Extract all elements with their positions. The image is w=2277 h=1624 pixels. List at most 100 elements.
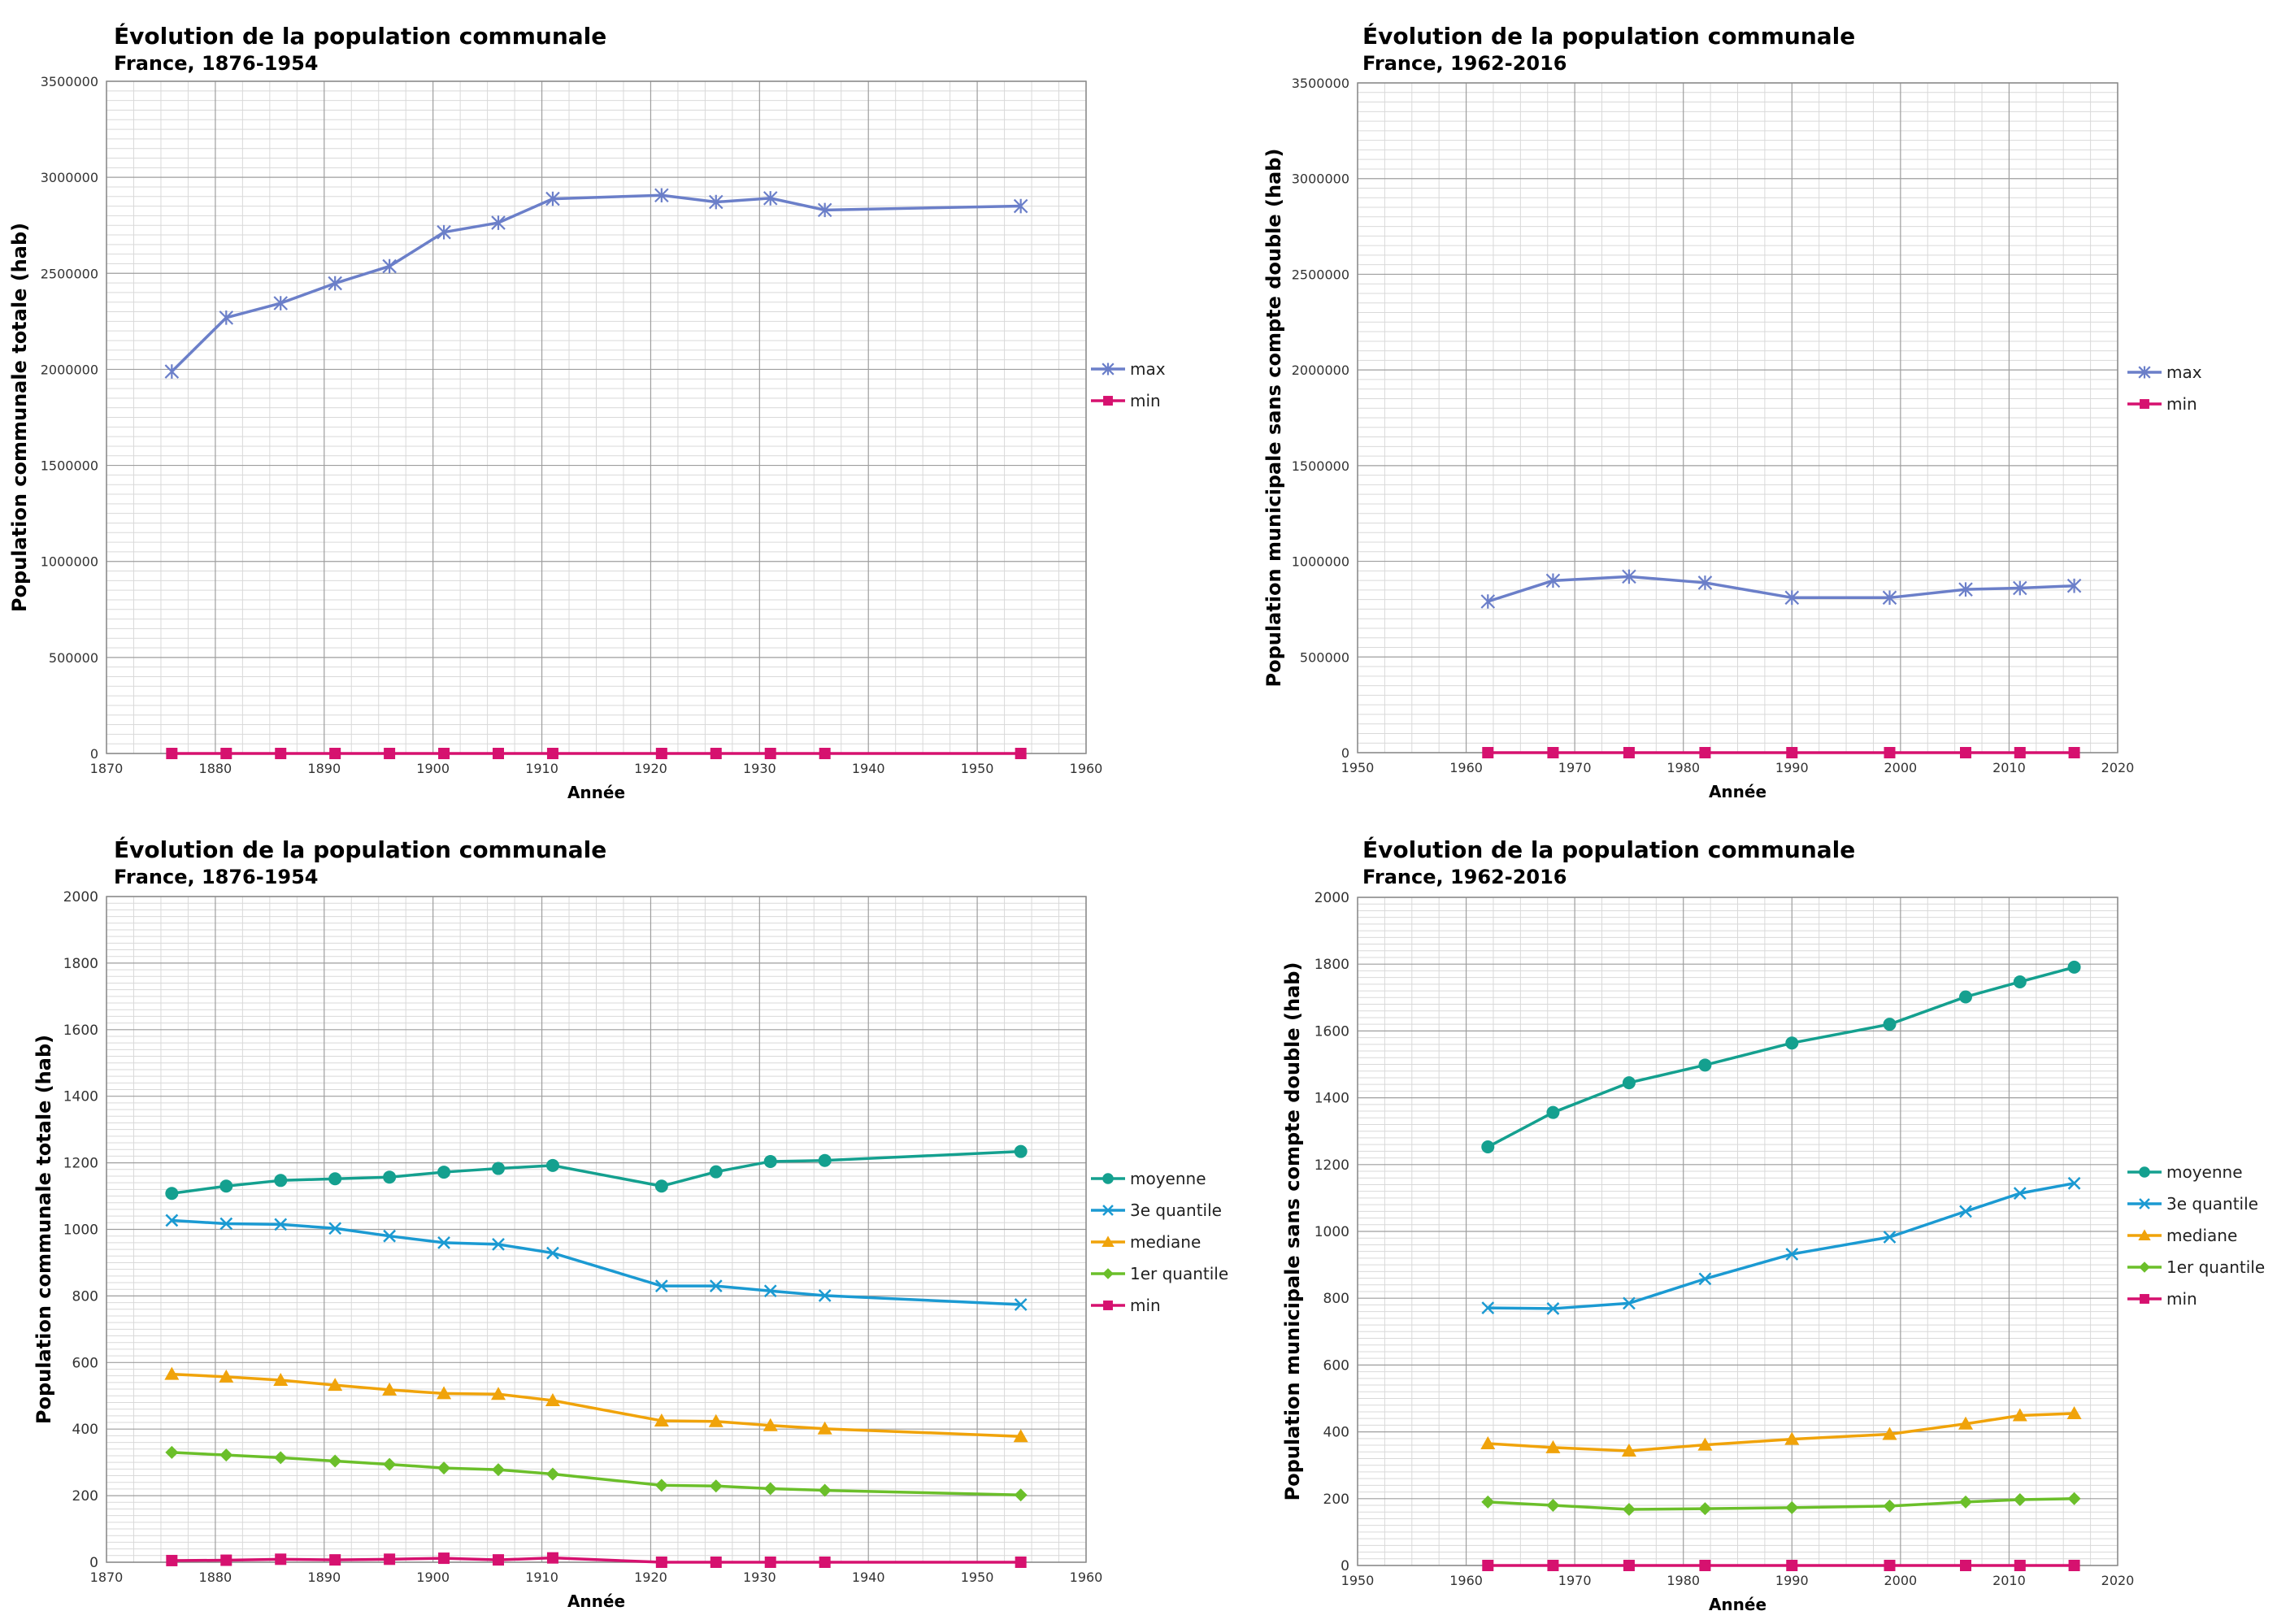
data-point: [165, 1214, 179, 1227]
legend-item: min: [1089, 384, 1166, 416]
x-tick-label: 2000: [1884, 1573, 1917, 1588]
x-tick-label: 1960: [1449, 760, 1483, 775]
y-tick-label: 1600: [63, 1023, 98, 1039]
legend-label: 3e quantile: [1130, 1200, 1222, 1220]
chart-4-grid: [1357, 897, 2118, 1566]
chart-2-grid: [1357, 82, 2118, 753]
data-point: [1698, 1502, 1712, 1516]
data-point: [1545, 573, 1561, 588]
chart-4-y-axis-title: Population municipale sans compte double…: [1281, 962, 1304, 1501]
data-point: [1545, 1439, 1561, 1453]
x-tick-label: 1900: [416, 761, 450, 776]
y-tick-label: 0: [1341, 1558, 1349, 1574]
data-point: [1699, 1560, 1711, 1571]
legend-item: moyenne: [2126, 1156, 2265, 1188]
data-point: [219, 1369, 234, 1383]
legend-label: moyenne: [2166, 1162, 2243, 1182]
data-point: [763, 1482, 777, 1496]
data-point: [1882, 1426, 1897, 1440]
x-tick-label: 1990: [1775, 760, 1809, 775]
data-point: [1784, 590, 1800, 606]
data-point: [654, 1179, 668, 1193]
chart-3-x-axis-title: Année: [567, 1591, 625, 1611]
chart-4-series-moyenne: [1481, 960, 2081, 1154]
data-point: [1884, 747, 1896, 758]
legend-label: mediane: [1130, 1231, 1202, 1252]
data-point: [2012, 1408, 2027, 1422]
y-tick-label: 2000000: [1292, 363, 1349, 378]
legend-label: moyenne: [1130, 1168, 1206, 1188]
chart-2-subtitle: France, 1962-2016: [1362, 52, 1567, 75]
data-point: [710, 1557, 722, 1568]
data-point: [274, 1174, 288, 1188]
x-tick-label: 1890: [307, 1570, 341, 1585]
legend-swatch: [2127, 1197, 2162, 1209]
data-point: [492, 1238, 505, 1251]
chart-panel-1: 1870 1880 1890 1900 1910 1920 1930 1940 1950 1960…: [0, 0, 1166, 812]
data-point: [654, 188, 669, 203]
data-point: [1784, 1431, 1800, 1445]
data-point: [1786, 747, 1798, 758]
chart-3-svg: 1870 1880 1890 1900 1910 1920 1930 1940 1950 1960…: [33, 889, 1102, 1611]
chart-3-series-moyenne: [165, 1144, 1028, 1201]
data-point: [763, 1418, 778, 1431]
x-tick-label: 2010: [1992, 1573, 2026, 1588]
legend-swatch: [2127, 398, 2162, 409]
legend-swatch: [1091, 1267, 1125, 1279]
data-point: [220, 1554, 232, 1566]
data-point: [329, 747, 341, 759]
y-tick-label: 400: [72, 1422, 98, 1438]
legend-item: min: [2126, 1283, 2265, 1314]
data-point: [1883, 1018, 1897, 1031]
data-point: [1960, 1560, 1971, 1571]
data-point: [1883, 1231, 1897, 1244]
y-tick-label: 500000: [49, 650, 98, 666]
data-point: [1960, 747, 1971, 758]
data-point: [654, 1413, 669, 1426]
data-point: [708, 1413, 724, 1427]
data-point: [274, 1451, 288, 1465]
data-point: [655, 748, 667, 759]
y-tick-label: 1500000: [1292, 458, 1349, 474]
data-point: [437, 1461, 451, 1475]
chart-3-title: Évolution de la population communale: [114, 836, 607, 863]
data-point: [383, 1229, 396, 1243]
data-point: [2066, 578, 2082, 593]
x-tick-label: 1940: [852, 1570, 885, 1585]
series-line: [1488, 1497, 2075, 1511]
y-tick-label: 1400: [63, 1089, 98, 1105]
y-tick-label: 800: [72, 1288, 98, 1305]
data-point: [219, 310, 234, 325]
legend-swatch: [2127, 1293, 2162, 1304]
data-point: [1481, 1495, 1495, 1509]
data-point: [1481, 1301, 1495, 1315]
legend-marker: [1102, 1267, 1114, 1279]
chart-2-legend: max min: [2126, 356, 2202, 419]
legend-item: max: [1089, 353, 1166, 384]
data-point: [166, 747, 178, 759]
legend-swatch: [1091, 1204, 1125, 1216]
data-point: [817, 202, 832, 218]
data-point: [1015, 748, 1027, 759]
y-tick-label: 0: [89, 1555, 98, 1571]
data-point: [709, 1479, 723, 1493]
legend-marker: [2139, 1197, 2150, 1209]
data-point: [1786, 1560, 1798, 1571]
x-tick-label: 1900: [416, 1570, 450, 1585]
chart-3-series-1er-quantile: [165, 1445, 1028, 1502]
chart-2-x-axis-title: Année: [1709, 782, 1766, 801]
data-point: [2013, 1187, 2027, 1201]
chart-1-y-axis-title: Population communale totale (hab): [8, 223, 31, 612]
data-point: [764, 1557, 776, 1568]
data-point: [1698, 1272, 1712, 1286]
data-point: [273, 296, 288, 310]
chart-2-y-axis-title: Population municipale sans compte double…: [1262, 149, 1285, 688]
chart-2-title: Évolution de la population communale: [1362, 23, 1856, 50]
legend-marker: [2139, 1166, 2150, 1178]
legend-label: max: [2166, 362, 2202, 382]
x-tick-label: 1950: [961, 1570, 994, 1585]
chart-4-series-mediane: [1480, 1405, 2082, 1457]
legend-item: 3e quantile: [1089, 1194, 1228, 1226]
x-tick-label: 2000: [1884, 760, 1917, 775]
data-point: [1623, 747, 1635, 758]
